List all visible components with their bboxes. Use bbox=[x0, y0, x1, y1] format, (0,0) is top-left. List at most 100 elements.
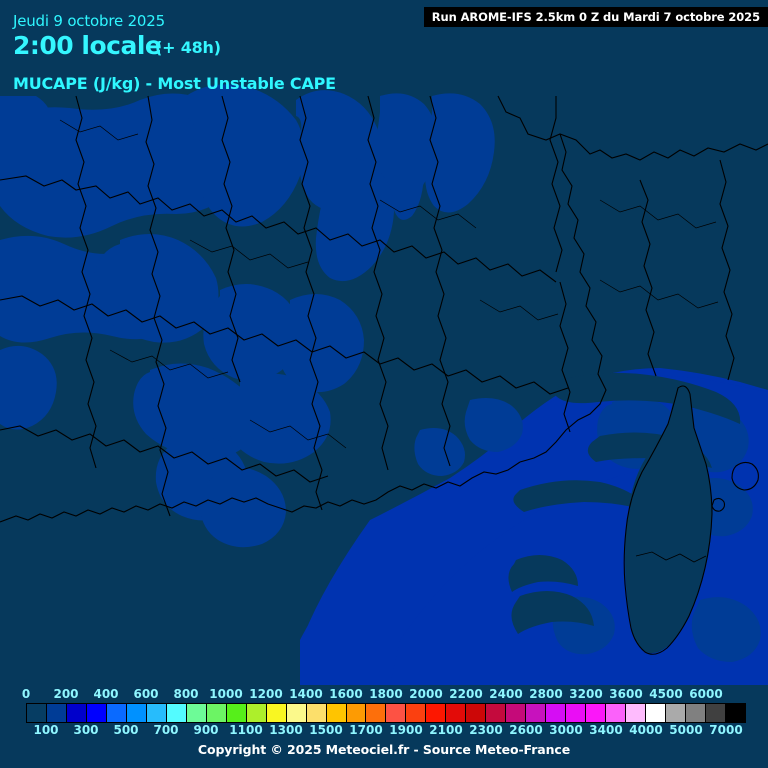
legend-swatch bbox=[646, 704, 666, 722]
forecast-lead-time: (+ 48h) bbox=[155, 38, 221, 57]
legend-tick-upper: 200 bbox=[53, 687, 79, 701]
administrative-borders bbox=[0, 95, 768, 655]
legend-tick-upper: 1000 bbox=[209, 687, 243, 701]
legend-swatch bbox=[86, 704, 107, 722]
legend-tick-lower: 900 bbox=[193, 723, 219, 737]
cape-patch-left-edge2 bbox=[0, 345, 57, 430]
legend-swatch bbox=[626, 704, 647, 722]
legend-tick-lower: 3400 bbox=[589, 723, 623, 737]
legend-swatch bbox=[386, 704, 407, 722]
legend-tick-lower: 500 bbox=[113, 723, 139, 737]
legend-swatch bbox=[186, 704, 207, 722]
legend-tick-lower: 1900 bbox=[389, 723, 423, 737]
legend-tick-lower: 100 bbox=[33, 723, 59, 737]
legend-tick-upper: 6000 bbox=[689, 687, 723, 701]
legend-tick-upper: 0 bbox=[21, 687, 31, 701]
legend-tick-upper: 1800 bbox=[369, 687, 403, 701]
legend-tick-lower: 1500 bbox=[309, 723, 343, 737]
legend-tick-upper: 800 bbox=[173, 687, 199, 701]
legend-tick-lower: 2600 bbox=[509, 723, 543, 737]
legend-tick-upper: 400 bbox=[93, 687, 119, 701]
cape-low-sea-1 bbox=[556, 372, 741, 424]
legend-tick-upper: 3200 bbox=[569, 687, 603, 701]
cape-patch-nc-1 bbox=[425, 93, 495, 213]
legend-swatch bbox=[506, 704, 527, 722]
legend-swatch bbox=[546, 704, 567, 722]
parameter-label: MUCAPE (J/kg) - Most Unstable CAPE bbox=[13, 74, 336, 93]
legend-swatch bbox=[126, 704, 147, 722]
legend-swatch bbox=[666, 704, 686, 722]
legend-swatch bbox=[306, 704, 327, 722]
forecast-time: 2:00 locale bbox=[13, 31, 162, 60]
legend-swatch bbox=[566, 704, 587, 722]
legend-tick-upper: 3600 bbox=[609, 687, 643, 701]
legend-swatch bbox=[266, 704, 287, 722]
legend-swatch bbox=[146, 704, 167, 722]
copyright-notice: Copyright © 2025 Meteociel.fr - Source M… bbox=[197, 742, 571, 757]
legend-swatch bbox=[106, 704, 127, 722]
legend-swatch bbox=[166, 704, 187, 722]
map-canvas[interactable]: Jeudi 9 octobre 2025 2:00 locale (+ 48h)… bbox=[0, 0, 768, 685]
legend-tick-lower: 1700 bbox=[349, 723, 383, 737]
legend-swatch bbox=[286, 704, 307, 722]
legend-tick-upper: 1400 bbox=[289, 687, 323, 701]
cape-patch-n-1 bbox=[186, 84, 305, 227]
cape-low-sea-5 bbox=[508, 555, 578, 592]
legend-swatch bbox=[46, 704, 67, 722]
legend-tick-lower: 1100 bbox=[229, 723, 263, 737]
legend-tick-lower: 2300 bbox=[469, 723, 503, 737]
legend-tick-upper: 4500 bbox=[649, 687, 683, 701]
legend-tick-lower: 3000 bbox=[549, 723, 583, 737]
cape-patch-sea-blob2 bbox=[691, 597, 761, 662]
legend-swatch bbox=[366, 704, 387, 722]
legend-swatch bbox=[346, 704, 367, 722]
legend-swatch bbox=[466, 704, 487, 722]
legend-swatch bbox=[526, 704, 547, 722]
legend-tick-lower: 7000 bbox=[709, 723, 743, 737]
legend-upper-ticks: 0 200 400 600 800 1000 1200 1400 1600 1800 2000 220… bbox=[0, 687, 768, 703]
legend-swatch bbox=[446, 704, 467, 722]
legend-tick-upper: 1200 bbox=[249, 687, 283, 701]
legend-swatch bbox=[586, 704, 607, 722]
legend-swatch bbox=[486, 704, 507, 722]
legend-swatch bbox=[27, 704, 47, 722]
cape-patch-sw-4 bbox=[200, 467, 286, 548]
legend-tick-upper: 2400 bbox=[489, 687, 523, 701]
forecast-date: Jeudi 9 octobre 2025 bbox=[13, 12, 165, 30]
legend-tick-lower: 1300 bbox=[269, 723, 303, 737]
cape-patch-nw-1 bbox=[0, 93, 244, 238]
map-graphic bbox=[0, 84, 768, 685]
model-run-banner: Run AROME-IFS 2.5km 0 Z du Mardi 7 octob… bbox=[423, 7, 768, 27]
legend-tick-lower: 700 bbox=[153, 723, 179, 737]
cape-low-sea-3 bbox=[513, 480, 652, 512]
legend-tick-upper: 600 bbox=[133, 687, 159, 701]
legend-lower-ticks: 100 300 500 700 900 1100 1300 1500 1700 1900 2100 2… bbox=[0, 723, 768, 739]
legend-tick-lower: 2100 bbox=[429, 723, 463, 737]
color-scale-legend: 0 200 400 600 800 1000 1200 1400 1600 1800 2000 220… bbox=[0, 685, 768, 768]
cape-patch-n-slim bbox=[392, 97, 424, 220]
legend-swatch bbox=[246, 704, 267, 722]
corsica-fill bbox=[625, 388, 712, 654]
legend-tick-lower: 4000 bbox=[629, 723, 663, 737]
cape-patch-sw-2 bbox=[226, 373, 331, 464]
legend-tick-lower: 300 bbox=[73, 723, 99, 737]
cape-patch-mid-1 bbox=[92, 234, 219, 343]
cape-patch-sea-blob5 bbox=[414, 428, 465, 476]
legend-swatch bbox=[326, 704, 347, 722]
legend-swatch bbox=[606, 704, 627, 722]
legend-tick-upper: 1600 bbox=[329, 687, 363, 701]
cape-patch-mid-3 bbox=[278, 294, 364, 393]
legend-tick-upper: 2800 bbox=[529, 687, 563, 701]
legend-swatch bbox=[725, 704, 745, 722]
legend-swatch-bar bbox=[26, 703, 746, 723]
legend-swatch bbox=[226, 704, 247, 722]
legend-tick-lower: 5000 bbox=[669, 723, 703, 737]
legend-swatch bbox=[206, 704, 227, 722]
legend-tick-upper: 2000 bbox=[409, 687, 443, 701]
cape-low-sea-4 bbox=[511, 591, 594, 634]
cape-patch-sea-blob4 bbox=[464, 398, 523, 452]
legend-swatch bbox=[406, 704, 427, 722]
legend-swatch bbox=[685, 704, 706, 722]
cape-patch-mid-4 bbox=[315, 157, 394, 282]
